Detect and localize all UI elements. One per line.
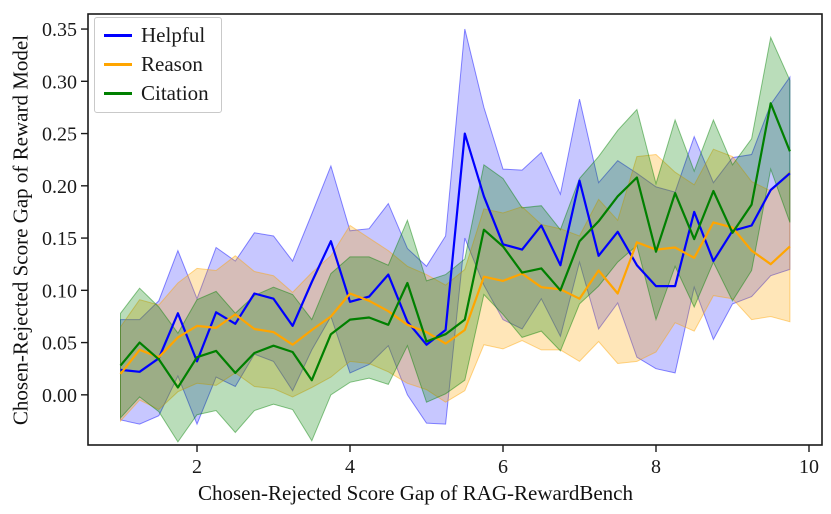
plot-border	[87, 13, 823, 446]
x-tick-label: 8	[651, 456, 661, 478]
y-tick-label: 0.25	[42, 124, 77, 146]
legend-box: Helpful Reason Citation	[94, 17, 222, 113]
y-tick-label: 0.10	[42, 280, 77, 302]
reason-line	[119, 221, 791, 375]
x-tick-label: 4	[345, 456, 355, 478]
legend-item-helpful: Helpful	[104, 23, 212, 48]
x-tick-label: 10	[799, 456, 819, 478]
legend-label-reason: Reason	[141, 52, 203, 76]
legend-item-citation: Citation	[104, 81, 212, 106]
y-tick-label: 0.30	[42, 71, 77, 93]
reason-confidence-band	[120, 148, 791, 423]
y-tick-label: 0.35	[42, 19, 77, 41]
legend-label-citation: Citation	[141, 81, 209, 105]
citation-line-swatch-icon	[104, 92, 132, 95]
x-tick-label: 2	[192, 456, 202, 478]
y-tick-label: 0.05	[42, 333, 77, 355]
legend-item-reason: Reason	[104, 52, 212, 77]
y-tick-label: 0.00	[42, 385, 77, 407]
citation-line	[119, 102, 791, 389]
helpful-line	[120, 132, 791, 373]
reason-line-swatch-icon	[104, 63, 132, 66]
x-tick-label: 6	[498, 456, 508, 478]
y-tick-label: 0.20	[42, 176, 77, 198]
y-axis-label: Chosen-Rejected Score Gap of Reward Mode…	[8, 34, 33, 426]
y-tick-label: 0.15	[42, 228, 77, 250]
helpful-line-swatch-icon	[104, 34, 132, 37]
legend-label-helpful: Helpful	[141, 23, 206, 47]
x-axis-label: Chosen-Rejected Score Gap of RAG-RewardB…	[197, 481, 634, 505]
